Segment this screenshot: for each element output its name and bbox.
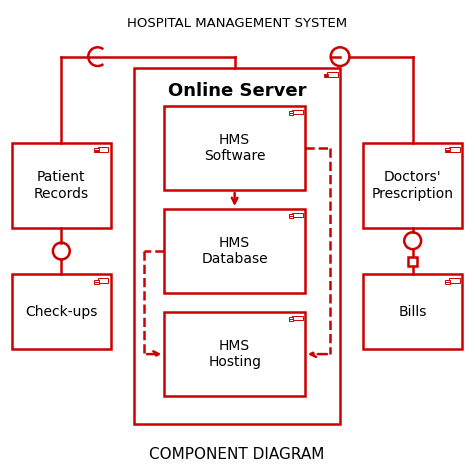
Text: COMPONENT DIAGRAM: COMPONENT DIAGRAM <box>149 447 325 462</box>
Bar <box>449 147 459 152</box>
Bar <box>446 282 450 283</box>
Bar <box>94 151 99 153</box>
Bar <box>324 76 328 77</box>
Text: HMS
Hosting: HMS Hosting <box>208 339 261 369</box>
Bar <box>292 213 302 217</box>
Bar <box>449 278 459 283</box>
Bar <box>446 151 450 153</box>
Bar <box>292 316 302 320</box>
Text: Check-ups: Check-ups <box>25 305 98 319</box>
Bar <box>164 209 305 293</box>
Text: Bills: Bills <box>399 305 427 319</box>
Text: HMS
Database: HMS Database <box>201 236 268 266</box>
Bar <box>289 319 293 321</box>
Bar <box>289 216 293 218</box>
Bar <box>289 317 293 319</box>
Bar <box>98 147 108 152</box>
Bar <box>328 72 337 77</box>
Bar <box>289 214 293 216</box>
Text: Patient
Records: Patient Records <box>34 170 89 201</box>
Bar <box>446 280 450 282</box>
Bar <box>324 73 328 75</box>
Bar <box>94 280 99 282</box>
Bar <box>98 278 108 283</box>
Bar <box>364 274 462 349</box>
Text: HMS
Software: HMS Software <box>204 133 265 163</box>
Bar <box>289 111 293 113</box>
Bar <box>164 106 305 190</box>
Bar <box>12 143 110 228</box>
Text: HOSPITAL MANAGEMENT SYSTEM: HOSPITAL MANAGEMENT SYSTEM <box>127 17 347 30</box>
Bar <box>446 148 450 150</box>
Bar <box>94 282 99 283</box>
Bar <box>164 312 305 396</box>
Bar <box>409 257 417 265</box>
Text: Online Server: Online Server <box>168 82 306 100</box>
Bar <box>364 143 462 228</box>
Bar <box>289 113 293 115</box>
Bar <box>292 109 302 114</box>
Bar <box>12 274 110 349</box>
Bar <box>94 148 99 150</box>
Text: Doctors'
Prescription: Doctors' Prescription <box>372 170 454 201</box>
Bar <box>134 68 340 424</box>
